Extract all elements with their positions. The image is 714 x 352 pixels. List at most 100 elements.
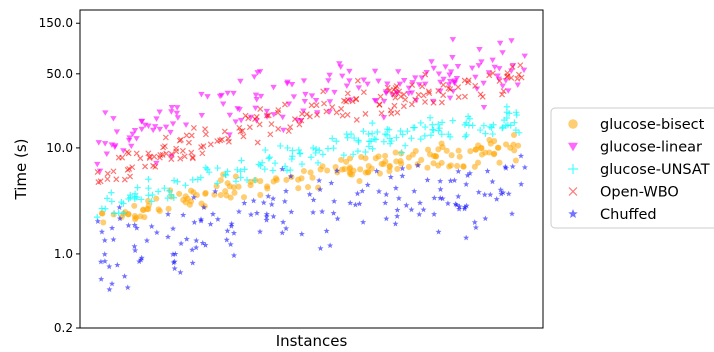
point-open-wbo: [137, 155, 144, 162]
point-glucose-bisect: [430, 160, 437, 167]
point-glucose-unsat: [503, 103, 511, 110]
point-open-wbo: [104, 170, 111, 177]
point-glucose-linear: [337, 64, 344, 70]
point-open-wbo: [353, 116, 360, 123]
point-glucose-linear: [508, 38, 515, 44]
point-chuffed: [306, 191, 313, 197]
point-glucose-linear: [141, 122, 149, 129]
point-glucose-bisect: [176, 190, 183, 197]
point-chuffed: [241, 199, 248, 206]
point-glucose-linear: [263, 108, 271, 115]
point-glucose-linear: [491, 64, 498, 71]
point-open-wbo: [218, 136, 225, 143]
point-chuffed: [288, 208, 295, 215]
point-chuffed: [392, 184, 399, 191]
point-glucose-unsat: [284, 144, 291, 152]
point-glucose-unsat: [488, 124, 495, 131]
point-glucose-linear: [502, 78, 510, 84]
y-tick-label: 0.2: [54, 321, 73, 335]
point-glucose-linear: [395, 69, 402, 75]
point-glucose-unsat: [349, 151, 357, 158]
point-glucose-unsat: [298, 160, 306, 168]
point-open-wbo: [181, 153, 188, 160]
y-tick-label: 50.0: [46, 67, 73, 81]
point-open-wbo: [455, 84, 462, 91]
point-chuffed: [191, 219, 198, 225]
point-glucose-linear: [252, 92, 260, 99]
point-glucose-bisect: [478, 145, 485, 152]
point-glucose-unsat: [102, 205, 109, 212]
point-glucose-bisect: [264, 183, 271, 190]
point-open-wbo: [377, 93, 384, 100]
point-glucose-unsat: [397, 127, 404, 135]
point-chuffed: [364, 181, 371, 188]
point-glucose-unsat: [367, 137, 375, 145]
legend-label-glucose-unsat: glucose-UNSAT: [600, 162, 710, 178]
legend-marker-chuffed: [568, 209, 578, 219]
y-tick-label: 150.0: [39, 16, 73, 30]
point-chuffed: [189, 259, 196, 266]
point-open-wbo: [256, 121, 263, 128]
point-glucose-linear: [343, 83, 351, 89]
point-chuffed: [463, 202, 470, 209]
point-glucose-linear: [314, 110, 321, 116]
point-glucose-linear: [435, 71, 443, 77]
point-glucose-unsat: [369, 119, 376, 127]
point-chuffed: [447, 177, 454, 184]
point-glucose-linear: [508, 68, 515, 74]
point-glucose-linear: [360, 77, 367, 83]
point-glucose-linear: [151, 124, 159, 130]
point-glucose-unsat: [155, 188, 162, 195]
point-open-wbo: [190, 124, 197, 131]
point-glucose-linear: [156, 109, 163, 115]
point-chuffed: [466, 170, 473, 176]
point-glucose-unsat: [289, 153, 296, 160]
point-chuffed: [200, 204, 207, 211]
point-open-wbo: [133, 150, 140, 157]
y-axis-label: Time (s): [12, 139, 30, 201]
point-chuffed: [228, 220, 235, 227]
point-glucose-unsat: [368, 130, 376, 137]
point-glucose-unsat: [281, 163, 289, 170]
point-glucose-linear: [173, 110, 181, 117]
point-glucose-bisect: [467, 148, 474, 155]
point-open-wbo: [344, 90, 351, 97]
point-chuffed: [373, 167, 380, 174]
data-points: [94, 37, 528, 293]
point-chuffed: [352, 201, 359, 208]
point-glucose-unsat: [324, 145, 332, 152]
point-glucose-bisect: [382, 152, 389, 159]
point-glucose-linear: [128, 143, 135, 150]
point-glucose-bisect: [425, 146, 432, 153]
point-open-wbo: [354, 77, 361, 84]
legend-marker-glucose-bisect: [568, 119, 578, 129]
point-chuffed: [481, 191, 488, 198]
legend-frame: [550, 107, 714, 229]
point-glucose-bisect: [365, 163, 372, 170]
point-open-wbo: [168, 151, 175, 158]
point-chuffed: [408, 206, 415, 213]
legend-items: glucose-bisect glucose-linear glucose-UNSA…: [568, 117, 710, 223]
point-open-wbo: [254, 139, 261, 146]
point-glucose-unsat: [262, 146, 269, 154]
point-glucose-linear: [102, 110, 109, 116]
point-open-wbo: [402, 96, 409, 103]
point-glucose-linear: [401, 78, 408, 84]
point-chuffed: [347, 199, 354, 206]
point-chuffed: [279, 229, 286, 236]
point-open-wbo: [142, 163, 149, 170]
point-chuffed: [451, 177, 458, 184]
point-open-wbo: [499, 91, 506, 98]
point-open-wbo: [265, 112, 272, 119]
point-open-wbo: [461, 93, 468, 100]
point-glucose-unsat: [145, 184, 152, 192]
point-glucose-unsat: [438, 119, 446, 126]
point-glucose-unsat: [251, 176, 259, 184]
point-glucose-unsat: [103, 195, 111, 202]
point-chuffed: [330, 209, 337, 216]
point-glucose-linear: [113, 129, 121, 135]
point-open-wbo: [329, 104, 336, 111]
point-open-wbo: [188, 149, 195, 156]
point-glucose-unsat: [421, 132, 429, 140]
point-chuffed: [310, 196, 317, 203]
